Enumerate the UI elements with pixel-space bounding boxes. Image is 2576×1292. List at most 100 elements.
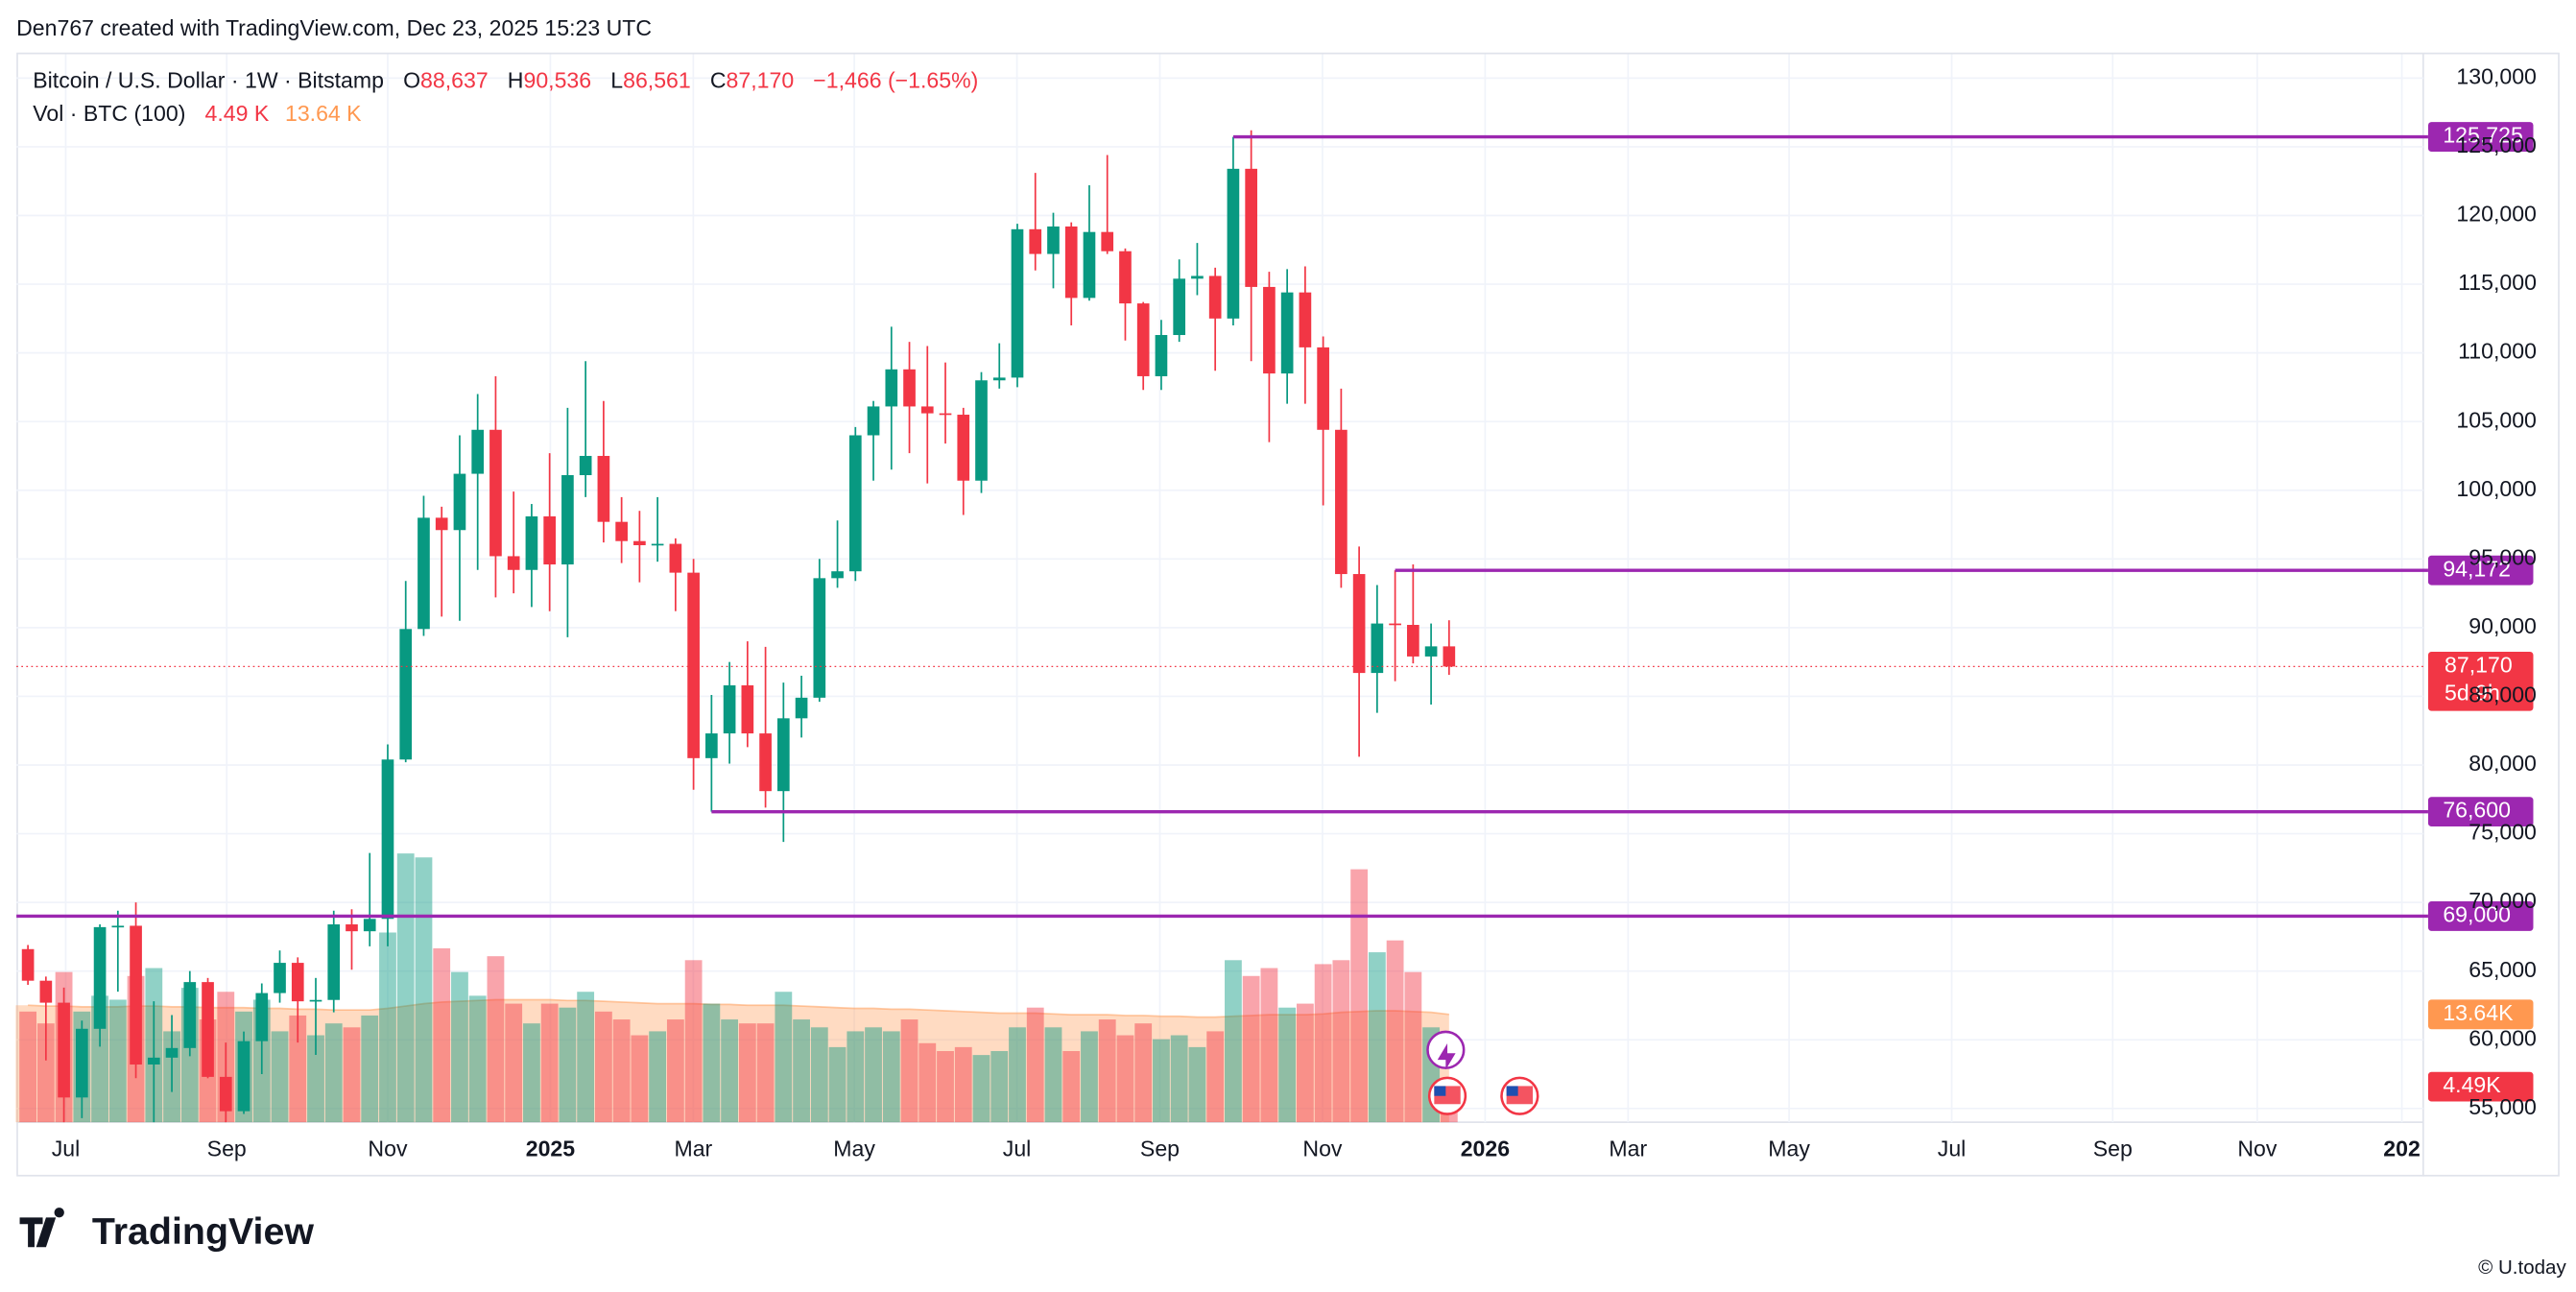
volume-bar bbox=[1368, 952, 1386, 1123]
candle-body bbox=[346, 924, 358, 932]
candle-body bbox=[939, 413, 952, 416]
volume-bar bbox=[523, 1023, 540, 1123]
candle-body bbox=[39, 980, 53, 1003]
volume-bar bbox=[847, 1031, 865, 1123]
candle-body bbox=[1407, 625, 1419, 657]
volume-bar bbox=[990, 1050, 1009, 1123]
legend-value: 90,536 bbox=[524, 68, 592, 93]
x-tick-label: Jul bbox=[1003, 1136, 1032, 1160]
last-price-box bbox=[2427, 651, 2534, 711]
candle-body bbox=[543, 515, 556, 565]
candle-body bbox=[381, 759, 394, 920]
volume-bar bbox=[738, 1023, 756, 1123]
candle-body bbox=[1136, 303, 1150, 376]
candle-body bbox=[920, 406, 934, 414]
volume-bar bbox=[1350, 869, 1369, 1123]
legend-value: 86,561 bbox=[623, 68, 691, 93]
volume-pane bbox=[15, 853, 1458, 1123]
legend-key: O bbox=[403, 68, 420, 93]
volume-bar bbox=[865, 1027, 882, 1123]
candle-body bbox=[579, 455, 592, 476]
x-tick-label: Jul bbox=[52, 1136, 81, 1160]
volume-bar bbox=[721, 1019, 738, 1123]
x-tick-label: Nov bbox=[1302, 1136, 1343, 1160]
volume-label-box bbox=[2427, 1071, 2534, 1102]
candle-body bbox=[957, 415, 970, 481]
legend-key: L bbox=[610, 68, 623, 93]
volume-bar bbox=[1332, 960, 1350, 1123]
candle-body bbox=[309, 999, 322, 1002]
y-tick-label: 115,000 bbox=[2458, 270, 2537, 295]
volume-bar bbox=[1009, 1027, 1026, 1123]
y-tick-label: 90,000 bbox=[2469, 613, 2537, 638]
candle-body bbox=[417, 517, 430, 630]
candle-body bbox=[274, 963, 286, 993]
volume-bar bbox=[775, 992, 793, 1123]
level-label: 69,000 bbox=[2443, 902, 2511, 927]
level-box bbox=[2427, 122, 2534, 152]
candle-body bbox=[867, 406, 880, 436]
candle-body bbox=[1047, 226, 1060, 254]
candles bbox=[21, 130, 1456, 1123]
y-tick-label: 65,000 bbox=[2469, 957, 2537, 982]
volume-label: 4.49K bbox=[2443, 1072, 2501, 1097]
volume-bar bbox=[324, 1023, 343, 1123]
candle-body bbox=[1245, 168, 1257, 287]
volume-bar bbox=[487, 956, 505, 1123]
volume-bar bbox=[900, 1019, 918, 1123]
candle-body bbox=[111, 925, 125, 928]
volume-bar bbox=[1116, 1035, 1134, 1123]
candle-body bbox=[759, 733, 772, 792]
volume-bar bbox=[1296, 1003, 1314, 1123]
candle-body bbox=[1335, 429, 1348, 575]
volume-bar bbox=[1242, 975, 1260, 1123]
volume-bar bbox=[1404, 971, 1422, 1123]
legend-volume-value: 4.49 K bbox=[205, 101, 270, 126]
legend-value: 88,637 bbox=[420, 68, 489, 93]
candle-body bbox=[795, 697, 808, 719]
volume-bar bbox=[1170, 1035, 1188, 1123]
x-tick-label: Nov bbox=[368, 1136, 408, 1160]
candle-body bbox=[291, 963, 304, 1002]
logo-text: TradingView bbox=[92, 1210, 315, 1253]
volume-bar bbox=[756, 1023, 775, 1123]
candle-body bbox=[1011, 228, 1024, 378]
candle-body bbox=[1227, 168, 1240, 319]
candle-body bbox=[21, 948, 35, 981]
level-box bbox=[2427, 555, 2534, 586]
volume-bar bbox=[828, 1046, 847, 1123]
x-tick-label: 202 bbox=[2383, 1136, 2421, 1160]
candle-body bbox=[76, 1028, 88, 1098]
legend-symbol: Bitcoin / U.S. Dollar · 1W · Bitstamp bbox=[33, 68, 384, 93]
y-tick-label: 80,000 bbox=[2469, 751, 2537, 776]
y-tick-label: 60,000 bbox=[2469, 1025, 2537, 1050]
candle-body bbox=[1280, 292, 1294, 374]
x-tick-label: May bbox=[1768, 1136, 1810, 1160]
candle-body bbox=[903, 369, 916, 407]
candle-body bbox=[507, 556, 520, 570]
candle-body bbox=[453, 473, 466, 531]
volume-bar bbox=[1081, 1031, 1098, 1123]
volume-bar bbox=[1278, 1007, 1297, 1123]
candle-body bbox=[1208, 275, 1222, 319]
candle-body bbox=[1173, 278, 1186, 336]
flag-canton bbox=[1434, 1086, 1446, 1096]
candle-body bbox=[58, 1002, 70, 1098]
volume-bar bbox=[1225, 960, 1242, 1123]
level-label: 125,725 bbox=[2443, 123, 2522, 148]
volume-bar bbox=[684, 960, 703, 1123]
flag-canton bbox=[1506, 1086, 1518, 1096]
volume-bar bbox=[882, 1031, 900, 1123]
volume-bar bbox=[36, 1023, 55, 1123]
legend-key: H bbox=[508, 68, 524, 93]
volume-bar bbox=[451, 971, 468, 1123]
legend-volume: Vol · BTC (100) bbox=[33, 101, 185, 126]
countdown-label: 5d 9h bbox=[2445, 681, 2500, 706]
volume-bar bbox=[972, 1055, 990, 1123]
candle-body bbox=[723, 684, 736, 734]
watermark: © U.today bbox=[2478, 1256, 2566, 1279]
volume-bar bbox=[1026, 1007, 1044, 1123]
volume-bar bbox=[1314, 964, 1332, 1123]
level-box bbox=[2427, 797, 2534, 827]
